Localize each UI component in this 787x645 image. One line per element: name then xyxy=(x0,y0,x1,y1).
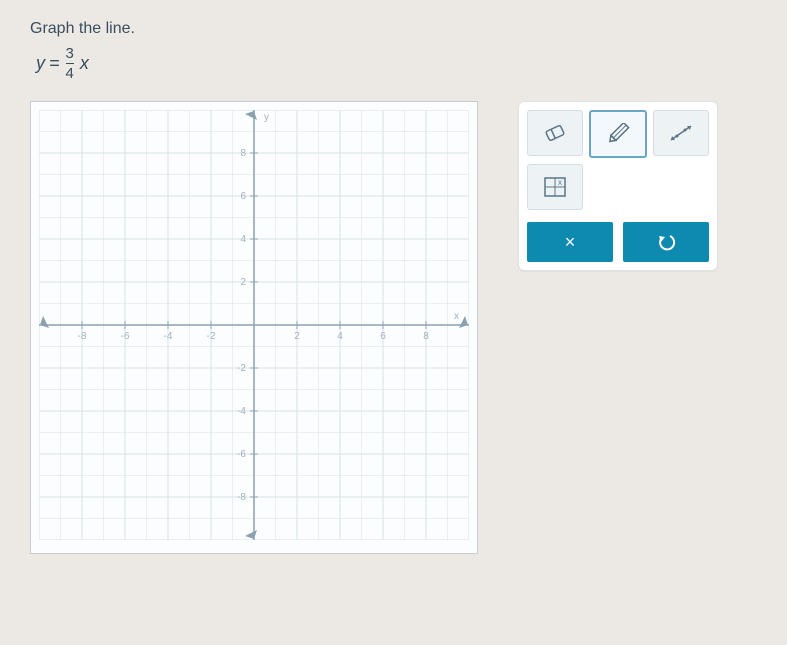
pencil-icon xyxy=(604,123,632,145)
svg-text:2: 2 xyxy=(240,277,246,288)
svg-text:8: 8 xyxy=(240,148,246,159)
svg-text:y: y xyxy=(264,112,269,123)
eraser-tool[interactable] xyxy=(527,110,583,156)
line-tool[interactable] xyxy=(653,110,709,156)
svg-text:4: 4 xyxy=(240,234,246,245)
fraction-numerator: 3 xyxy=(66,46,74,63)
equation-rhs: x xyxy=(80,53,89,74)
svg-text:4: 4 xyxy=(337,331,343,342)
fraction-denominator: 4 xyxy=(66,63,74,81)
equation-fraction: 3 4 xyxy=(66,46,74,81)
svg-text:-6: -6 xyxy=(237,449,246,460)
svg-text:-2: -2 xyxy=(237,363,246,374)
svg-text:x: x xyxy=(558,178,562,187)
svg-text:-8: -8 xyxy=(237,492,246,503)
undo-icon xyxy=(656,232,676,252)
tool-panel: x × xyxy=(518,101,718,271)
svg-text:-6: -6 xyxy=(121,331,130,342)
undo-button[interactable] xyxy=(623,222,709,262)
clear-button[interactable]: × xyxy=(527,222,613,262)
coordinate-grid[interactable]: -8 -6 -4 -2 2 4 6 8 -8 -6 -4 -2 2 4 6 8 y x xyxy=(39,110,469,540)
svg-text:-4: -4 xyxy=(164,331,173,342)
equation-lhs: y xyxy=(36,53,45,74)
graph-canvas[interactable]: -8 -6 -4 -2 2 4 6 8 -8 -6 -4 -2 2 4 6 8 y x xyxy=(30,101,478,554)
svg-text:-2: -2 xyxy=(207,331,216,342)
svg-text:-4: -4 xyxy=(237,406,246,417)
svg-text:6: 6 xyxy=(240,191,246,202)
instruction-text: Graph the line. xyxy=(30,20,757,38)
svg-text:x: x xyxy=(454,311,459,322)
grid-tool[interactable]: x xyxy=(527,164,583,210)
eraser-icon xyxy=(541,122,569,144)
pencil-tool[interactable] xyxy=(589,110,647,158)
svg-text:8: 8 xyxy=(423,331,429,342)
svg-text:-8: -8 xyxy=(78,331,87,342)
grid-icon: x xyxy=(541,175,569,199)
svg-text:6: 6 xyxy=(380,331,386,342)
equation-equals: = xyxy=(49,53,60,74)
line-icon xyxy=(667,122,695,144)
equation: y = 3 4 x xyxy=(36,46,757,81)
svg-text:2: 2 xyxy=(294,331,300,342)
clear-icon: × xyxy=(565,232,576,253)
